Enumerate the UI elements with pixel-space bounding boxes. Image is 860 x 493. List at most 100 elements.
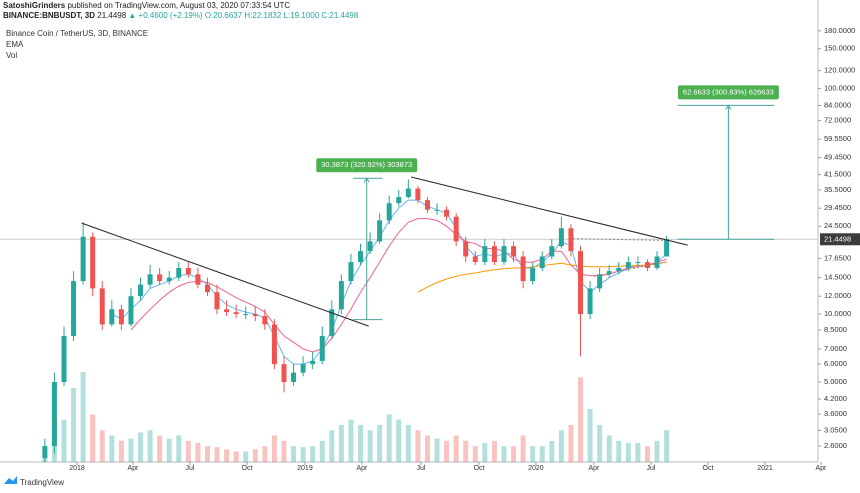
- x-tick-label: 2019: [297, 465, 313, 472]
- y-tick-label: 59.5500: [824, 134, 851, 143]
- trendline: [411, 176, 688, 246]
- volume-bar: [214, 447, 220, 462]
- measure-label: 62.6633 (300.83%) 626633: [683, 87, 774, 96]
- volume-bar: [482, 442, 488, 462]
- volume-bar: [271, 435, 277, 462]
- candle-body: [185, 268, 191, 275]
- candle-body: [549, 246, 555, 257]
- candle-body: [396, 197, 402, 204]
- volume-bar: [654, 440, 660, 462]
- y-tick-label: 4.2000: [824, 394, 847, 403]
- candle-body: [578, 251, 584, 315]
- volume-bar: [549, 440, 555, 462]
- volume-bar: [511, 446, 517, 462]
- x-tick-label: 2020: [528, 465, 544, 472]
- candle-body: [482, 246, 488, 263]
- candle-body: [587, 288, 593, 315]
- volume-bar: [185, 440, 191, 462]
- volume-bar: [262, 446, 268, 462]
- y-tick-label: 72.0000: [824, 116, 851, 125]
- candle-body: [424, 200, 430, 210]
- volume-bar: [405, 424, 411, 462]
- last-price-tag: [820, 233, 860, 246]
- volume-bar: [61, 419, 67, 462]
- ema-line: [130, 218, 667, 353]
- ohlc: O:20.6637 H:22.1832 L:19.1000 C:21.4498: [204, 11, 359, 20]
- x-tick-label: Apr: [356, 465, 368, 472]
- volume-bar: [224, 449, 230, 462]
- volume-bar: [606, 435, 612, 462]
- volume-bar: [166, 438, 172, 462]
- candle-body: [644, 262, 650, 269]
- trendline: [593, 261, 666, 277]
- candle-body: [472, 256, 478, 263]
- trendline: [572, 238, 666, 241]
- y-tick-label: 14.5000: [824, 273, 851, 282]
- y-tick-label: 5.0000: [824, 377, 847, 386]
- candle-body: [539, 256, 545, 269]
- volume-bar: [99, 430, 105, 462]
- volume-bar: [568, 424, 574, 462]
- candle-body: [204, 284, 210, 293]
- volume-bar: [348, 419, 354, 462]
- candle-body: [243, 314, 249, 316]
- candle-body: [147, 274, 153, 285]
- y-tick-label: 10.0000: [824, 309, 851, 318]
- candle-body: [654, 256, 660, 269]
- candle-body: [71, 281, 77, 336]
- volume-bar: [109, 435, 115, 462]
- x-tick-label: Oct: [242, 465, 253, 472]
- brand[interactable]: TradingView: [20, 478, 64, 487]
- volume-bar: [252, 449, 258, 462]
- candle-body: [80, 236, 86, 282]
- volume-bar: [578, 377, 584, 462]
- measure-label-box: [677, 85, 779, 100]
- y-tick-label: 7.0000: [824, 344, 847, 353]
- y-tick-label: 35.5000: [824, 185, 851, 194]
- y-tick-label: 29.4500: [824, 203, 851, 212]
- last-price-label: 21.4498: [824, 234, 851, 243]
- volume-bar: [463, 440, 469, 462]
- volume-bar: [157, 435, 163, 462]
- y-tick-label: 41.5000: [824, 170, 851, 179]
- volume-bar: [625, 442, 631, 462]
- candle-body: [568, 228, 574, 252]
- volume-bar: [195, 442, 201, 462]
- volume-bar: [176, 435, 182, 462]
- candle-body: [625, 262, 631, 269]
- volume-bar: [644, 446, 650, 462]
- candle-body: [61, 335, 67, 382]
- volume-bar: [338, 424, 344, 462]
- volume-bar: [520, 435, 526, 462]
- candle-body: [195, 274, 201, 285]
- candle-body: [597, 274, 603, 289]
- volume-bar: [472, 446, 478, 462]
- candle-body: [405, 188, 411, 198]
- candle-body: [616, 268, 622, 272]
- candle-body: [157, 274, 163, 282]
- volume-bar: [358, 424, 364, 462]
- candle-body: [664, 239, 670, 257]
- x-tick-label: Oct: [474, 465, 485, 472]
- legend-ema: EMA: [6, 40, 24, 49]
- trendline: [81, 222, 369, 327]
- volume-bar: [233, 451, 239, 462]
- volume-bar: [597, 424, 603, 462]
- candle-body: [99, 288, 105, 325]
- volume-bar: [90, 414, 96, 462]
- candle-body: [176, 268, 182, 278]
- author[interactable]: SatoshiGrinders: [3, 1, 66, 10]
- volume-bar: [367, 430, 373, 462]
- candle-body: [463, 241, 469, 257]
- volume-bar: [587, 409, 593, 462]
- volume-bar: [635, 442, 641, 462]
- candle-body: [166, 277, 172, 282]
- candle-body: [90, 236, 96, 289]
- volume-bar: [453, 435, 459, 462]
- volume-bar: [319, 440, 325, 462]
- y-tick-label: 49.4500: [824, 152, 851, 161]
- y-tick-label: 6.0000: [824, 359, 847, 368]
- candle-body: [281, 364, 287, 382]
